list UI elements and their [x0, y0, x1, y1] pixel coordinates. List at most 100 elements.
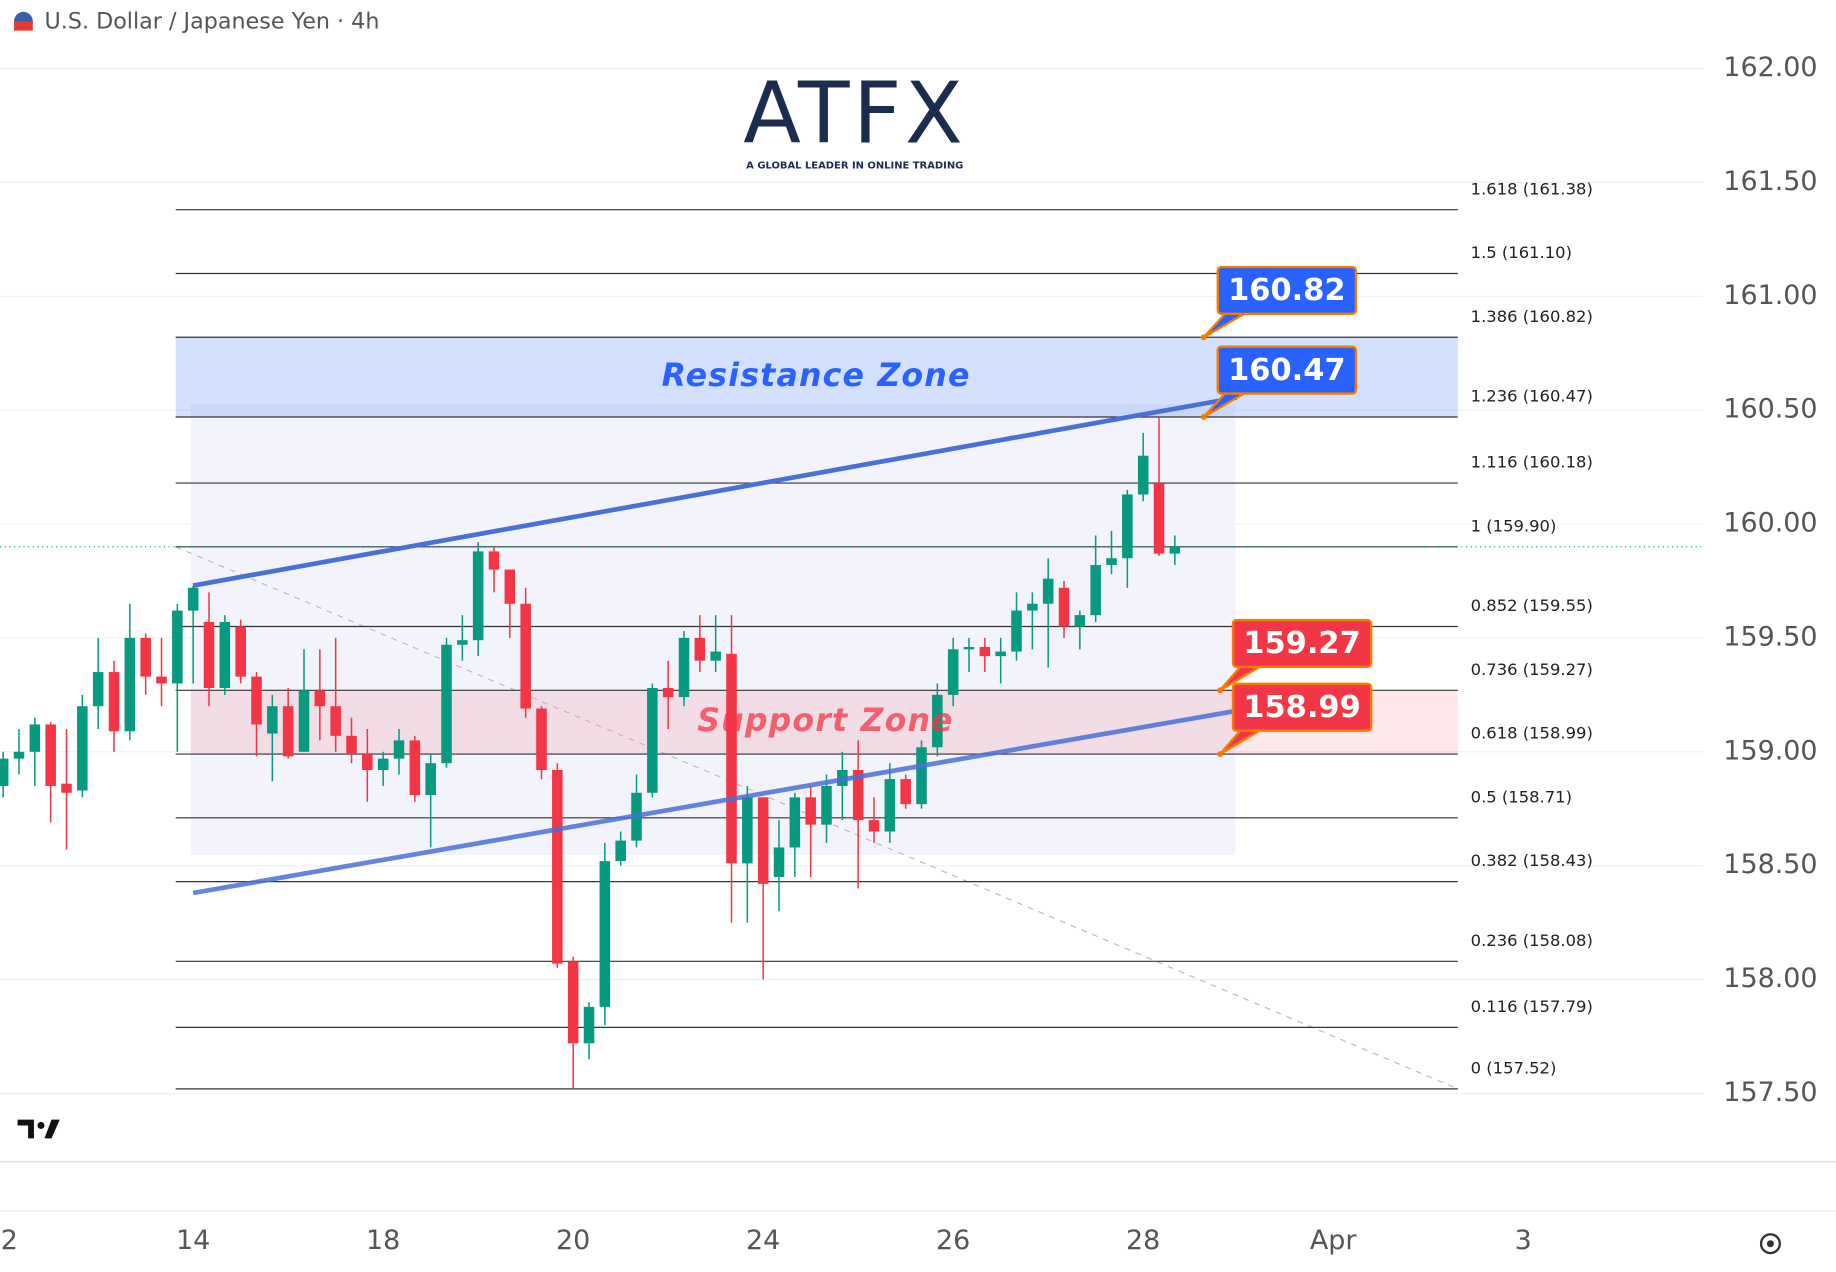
y-tick-label: 161.00	[1723, 280, 1817, 311]
candle-body	[92, 672, 104, 707]
fib-label: 1 (159.90)	[1471, 516, 1557, 535]
candle-body	[235, 626, 246, 677]
candle-body	[504, 569, 516, 604]
callout-box	[1216, 345, 1358, 395]
candle-body	[409, 740, 421, 796]
y-tick-label: 159.50	[1723, 621, 1817, 652]
trend-line	[192, 395, 1238, 588]
x-tick-label: 28	[1126, 1225, 1160, 1256]
x-tick-label: 26	[936, 1225, 970, 1256]
fib-label: 0.852 (159.55)	[1471, 596, 1593, 615]
candle-body	[789, 797, 801, 848]
candle-body	[726, 653, 737, 864]
candle-body	[694, 637, 706, 661]
tradingview-logo	[17, 1119, 60, 1139]
callout-label: 159.27	[1243, 626, 1360, 661]
trend-line	[192, 708, 1238, 896]
candle-body	[678, 637, 690, 698]
separator: ·	[330, 8, 351, 34]
fib-label: 0.382 (158.43)	[1471, 851, 1593, 870]
candle-body	[757, 797, 769, 884]
candle-body	[457, 640, 468, 645]
x-tick-label: Apr	[1310, 1225, 1358, 1256]
candle-body	[1090, 565, 1101, 616]
x-tick-label: 14	[176, 1225, 210, 1256]
candle-body	[520, 603, 531, 709]
callout-anchor	[1217, 687, 1224, 694]
callout-pointer	[1202, 310, 1253, 339]
candle-body	[156, 676, 167, 684]
candle-body	[995, 651, 1006, 657]
candle-body	[124, 637, 136, 732]
candle-body	[346, 735, 357, 755]
candle-body	[742, 797, 753, 864]
zone-label: Support Zone	[697, 703, 954, 739]
candle-body	[932, 694, 943, 748]
candle-body	[1042, 578, 1054, 604]
candle-body	[979, 647, 991, 657]
fib-label: 1.236 (160.47)	[1471, 387, 1593, 406]
candle-body	[108, 672, 120, 732]
candle-body	[805, 797, 816, 825]
callout-box	[1231, 682, 1373, 732]
candle-body	[0, 758, 9, 786]
fib-label: 0.236 (158.08)	[1471, 931, 1593, 950]
candle-body	[647, 688, 658, 793]
chart-title: U.S. Dollar / Japanese Yen · 4h	[44, 8, 379, 34]
candle-body	[13, 751, 25, 759]
y-tick-label: 159.00	[1723, 735, 1817, 766]
candle-body	[314, 690, 326, 707]
candle-body	[599, 861, 611, 1007]
candle-body	[567, 961, 579, 1044]
flag-stripe	[14, 21, 33, 31]
y-tick-label: 157.50	[1723, 1077, 1817, 1108]
interval-text: 4h	[351, 8, 379, 34]
candle-body	[662, 688, 674, 698]
candle-body	[1122, 494, 1133, 559]
x-tick-label: 2	[1, 1225, 18, 1256]
y-tick-label: 158.00	[1723, 963, 1817, 994]
candle-body	[298, 690, 310, 752]
x-tick-label: 18	[366, 1225, 400, 1256]
callout-box	[1216, 265, 1358, 316]
candle-body	[472, 551, 484, 641]
candle-body	[884, 779, 896, 832]
callout-label: 158.99	[1243, 690, 1360, 725]
candle-body	[615, 840, 626, 862]
callout-anchor	[1200, 414, 1207, 420]
candle-body	[362, 754, 373, 771]
callout-anchor	[1217, 751, 1224, 757]
y-tick-label: 160.00	[1723, 508, 1817, 539]
candle-body	[552, 770, 563, 964]
candle-body	[947, 649, 959, 695]
zone-label: Resistance Zone	[662, 358, 971, 394]
brand-tagline: A GLOBAL LEADER IN ONLINE TRADING	[746, 160, 963, 171]
callout-label: 160.82	[1228, 273, 1345, 308]
fib-label: 0.116 (157.79)	[1471, 997, 1593, 1016]
candle-body	[488, 551, 500, 570]
settings-icon[interactable]	[1759, 1233, 1781, 1255]
y-tick-label: 160.50	[1723, 394, 1817, 425]
candle-body	[330, 706, 341, 736]
candle-body	[425, 763, 436, 796]
fib-label: 0 (157.52)	[1471, 1058, 1557, 1077]
candle-body	[900, 779, 911, 805]
candle-body	[251, 676, 262, 725]
candle-body	[1169, 546, 1181, 554]
fib-region	[190, 404, 1236, 855]
title-text: U.S. Dollar / Japanese Yen	[44, 8, 329, 34]
y-tick-label: 158.50	[1723, 849, 1817, 880]
y-tick-label: 161.50	[1723, 166, 1817, 197]
fib-label: 0.618 (158.99)	[1471, 724, 1593, 743]
candle-body	[77, 706, 88, 791]
callout-anchor	[1200, 334, 1207, 341]
candle-body	[916, 747, 927, 805]
candle-body	[172, 610, 183, 684]
candle-body	[393, 740, 405, 759]
fib-label: 0.5 (158.71)	[1471, 787, 1572, 806]
callout-label: 160.47	[1228, 353, 1345, 388]
candle-body	[203, 621, 215, 689]
candle-body	[187, 587, 199, 611]
candle-body	[219, 621, 231, 689]
candle-body	[45, 724, 56, 786]
